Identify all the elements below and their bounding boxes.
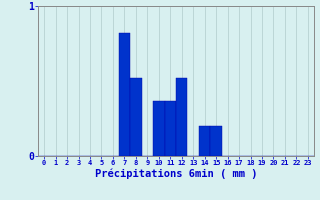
- Bar: [176, 78, 188, 156]
- Bar: [153, 100, 164, 156]
- Bar: [164, 100, 176, 156]
- Bar: [130, 78, 142, 156]
- Bar: [199, 126, 211, 156]
- X-axis label: Précipitations 6min ( mm ): Précipitations 6min ( mm ): [95, 169, 257, 179]
- Bar: [119, 33, 130, 156]
- Bar: [211, 126, 222, 156]
